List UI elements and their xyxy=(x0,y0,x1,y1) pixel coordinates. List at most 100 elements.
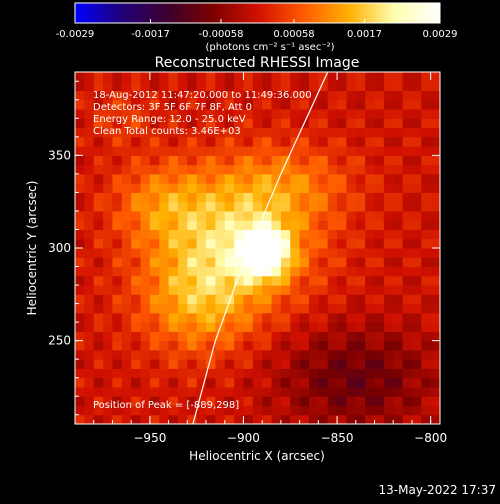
heatmap-cell xyxy=(355,127,366,138)
heatmap-cell xyxy=(168,248,179,258)
heatmap-cell xyxy=(299,220,310,230)
heatmap-cell xyxy=(262,285,273,295)
heatmap-cell xyxy=(93,146,104,156)
heatmap-cell xyxy=(196,294,207,305)
heatmap-cell xyxy=(411,285,422,295)
heatmap-cell xyxy=(308,257,319,268)
heatmap-cell xyxy=(84,248,95,258)
heatmap-cell xyxy=(402,109,413,119)
heatmap-cell xyxy=(421,72,432,82)
heatmap-cell xyxy=(337,136,347,147)
heatmap-cell xyxy=(93,220,104,230)
heatmap-cell xyxy=(252,386,263,397)
heatmap-cell xyxy=(280,331,291,342)
heatmap-cell xyxy=(402,164,413,175)
heatmap-cell xyxy=(103,136,113,147)
heatmap-cell xyxy=(355,183,366,193)
heatmap-cell xyxy=(346,72,357,82)
heatmap-cell xyxy=(262,248,273,258)
heatmap-cell xyxy=(327,155,338,166)
heatmap-cell xyxy=(355,72,366,82)
heatmap-cell xyxy=(215,183,226,193)
heatmap-cell xyxy=(402,72,413,82)
heatmap-cell xyxy=(346,303,357,314)
heatmap-cell xyxy=(103,405,113,416)
heatmap-cell xyxy=(337,248,347,258)
heatmap-cell xyxy=(206,266,216,277)
heatmap-cell xyxy=(121,109,132,119)
heatmap-cell xyxy=(196,99,207,110)
heatmap-cell xyxy=(393,248,404,258)
heatmap-cell xyxy=(327,72,338,82)
heatmap-cell xyxy=(75,386,85,397)
heatmap-cell xyxy=(159,331,170,342)
heatmap-cell xyxy=(93,238,104,249)
heatmap-cell xyxy=(280,377,291,388)
heatmap-cell xyxy=(299,257,310,268)
heatmap-cell xyxy=(299,210,310,221)
heatmap-cell xyxy=(112,183,123,193)
heatmap-cell xyxy=(243,238,254,249)
heatmap-cell xyxy=(346,118,357,129)
heatmap-cell xyxy=(75,72,85,82)
heatmap-cell xyxy=(365,229,375,240)
heatmap-cell xyxy=(243,340,254,351)
heatmap-cell xyxy=(93,322,104,332)
heatmap-cell xyxy=(430,257,440,268)
heatmap-cell xyxy=(112,359,123,369)
heatmap-cell xyxy=(196,90,207,101)
heatmap-cell xyxy=(327,183,338,193)
heatmap-cell xyxy=(383,201,394,212)
heatmap-cell xyxy=(365,405,375,416)
heatmap-cell xyxy=(290,275,301,286)
heatmap-cell xyxy=(402,257,413,268)
heatmap-cell xyxy=(327,359,338,369)
heatmap-cell xyxy=(252,164,263,175)
heatmap-cell xyxy=(121,238,132,249)
heatmap-cell xyxy=(75,183,85,193)
heatmap-cell xyxy=(355,340,366,351)
heatmap-cell xyxy=(402,396,413,406)
heatmap-cell xyxy=(206,99,216,110)
heatmap-cell xyxy=(140,294,151,305)
heatmap-cell xyxy=(84,386,95,397)
heatmap-cell xyxy=(84,359,95,369)
heatmap-cell xyxy=(430,396,440,406)
heatmap-cell xyxy=(215,90,226,101)
heatmap-cell xyxy=(131,173,142,184)
heatmap-cell xyxy=(234,294,244,305)
heatmap-cell xyxy=(234,192,244,203)
heatmap-cell xyxy=(103,340,113,351)
heatmap-cell xyxy=(103,155,113,166)
heatmap-cell xyxy=(280,322,291,332)
heatmap-cell xyxy=(112,210,123,221)
heatmap-cell xyxy=(327,229,338,240)
heatmap-cell xyxy=(374,396,385,406)
heatmap-cell xyxy=(93,266,104,277)
heatmap-cell xyxy=(252,210,263,221)
heatmap-cell xyxy=(252,257,263,268)
heatmap-cell xyxy=(149,136,160,147)
heatmap-cell xyxy=(262,164,273,175)
heatmap-cell xyxy=(131,359,142,369)
heatmap-cell xyxy=(112,118,123,129)
heatmap-cell xyxy=(271,331,282,342)
heatmap-cell xyxy=(75,340,85,351)
heatmap-cell xyxy=(149,285,160,295)
heatmap-cell xyxy=(421,377,432,388)
heatmap-cell xyxy=(402,81,413,92)
heatmap-cell xyxy=(103,248,113,258)
heatmap-cell xyxy=(84,238,95,249)
heatmap-cell xyxy=(308,294,319,305)
heatmap-cell xyxy=(290,192,301,203)
heatmap-cell xyxy=(159,220,170,230)
heatmap-cell xyxy=(149,118,160,129)
heatmap-cell xyxy=(224,127,235,138)
heatmap-cell xyxy=(224,136,235,147)
heatmap-cell xyxy=(252,396,263,406)
heatmap-cell xyxy=(252,238,263,249)
heatmap-cell xyxy=(327,414,338,424)
heatmap-cell xyxy=(159,294,170,305)
heatmap-cell xyxy=(112,248,123,258)
heatmap-cell xyxy=(299,248,310,258)
